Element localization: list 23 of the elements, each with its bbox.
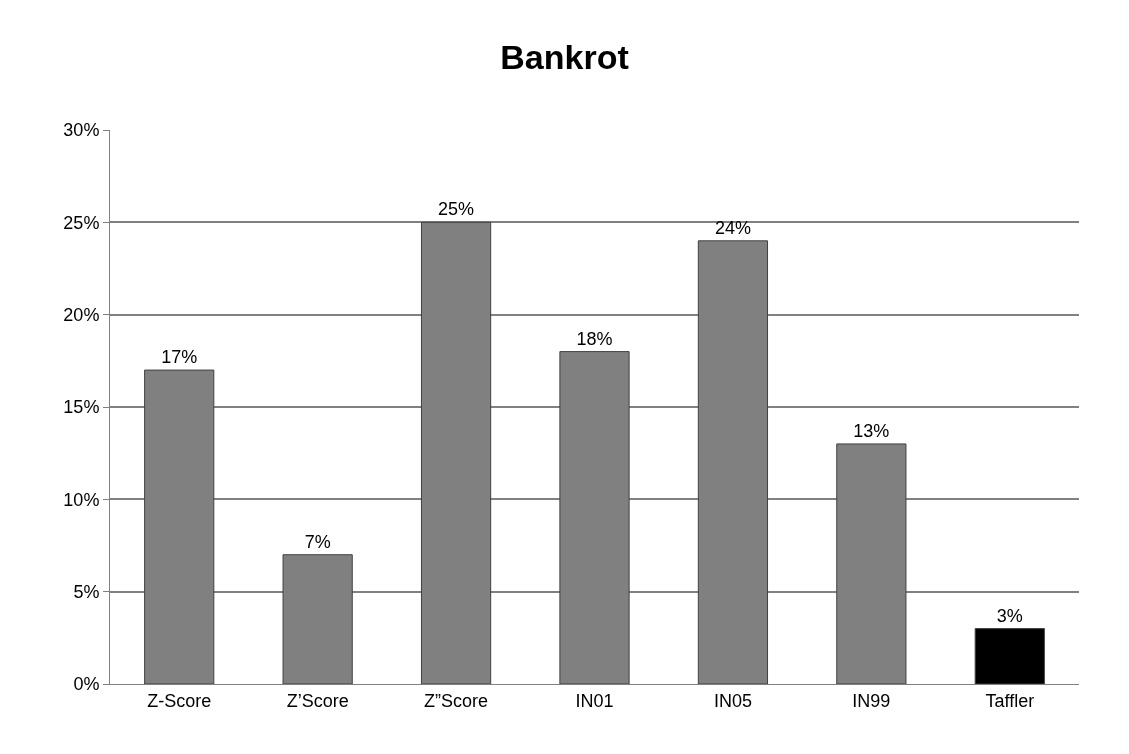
- x-tick-label: IN05: [713, 690, 752, 711]
- x-tick-label: Z”Score: [424, 690, 489, 711]
- bar: [974, 628, 1045, 684]
- y-tick-label: 30%: [63, 120, 100, 141]
- x-tick-label: Taffler: [985, 690, 1035, 711]
- x-tick-label: IN99: [852, 690, 891, 711]
- data-label: 24%: [714, 217, 751, 238]
- data-label: 7%: [304, 531, 331, 552]
- y-tick-label: 5%: [73, 581, 100, 602]
- y-tick-label: 25%: [63, 212, 100, 233]
- y-tick-label: 15%: [63, 397, 100, 418]
- data-label: 25%: [438, 199, 475, 220]
- chart-title: Bankrot: [500, 38, 629, 77]
- x-tick-label: Z-Score: [147, 690, 212, 711]
- y-tick-label: 0%: [73, 674, 100, 695]
- data-label: 18%: [576, 328, 613, 349]
- data-label: 3%: [996, 605, 1023, 626]
- data-label: 17%: [161, 347, 198, 368]
- x-tick-label: Z’Score: [286, 690, 349, 711]
- y-tick-label: 10%: [63, 489, 100, 510]
- data-label: 13%: [853, 420, 890, 441]
- y-tick-label: 20%: [63, 304, 100, 325]
- x-tick-label: IN01: [575, 690, 614, 711]
